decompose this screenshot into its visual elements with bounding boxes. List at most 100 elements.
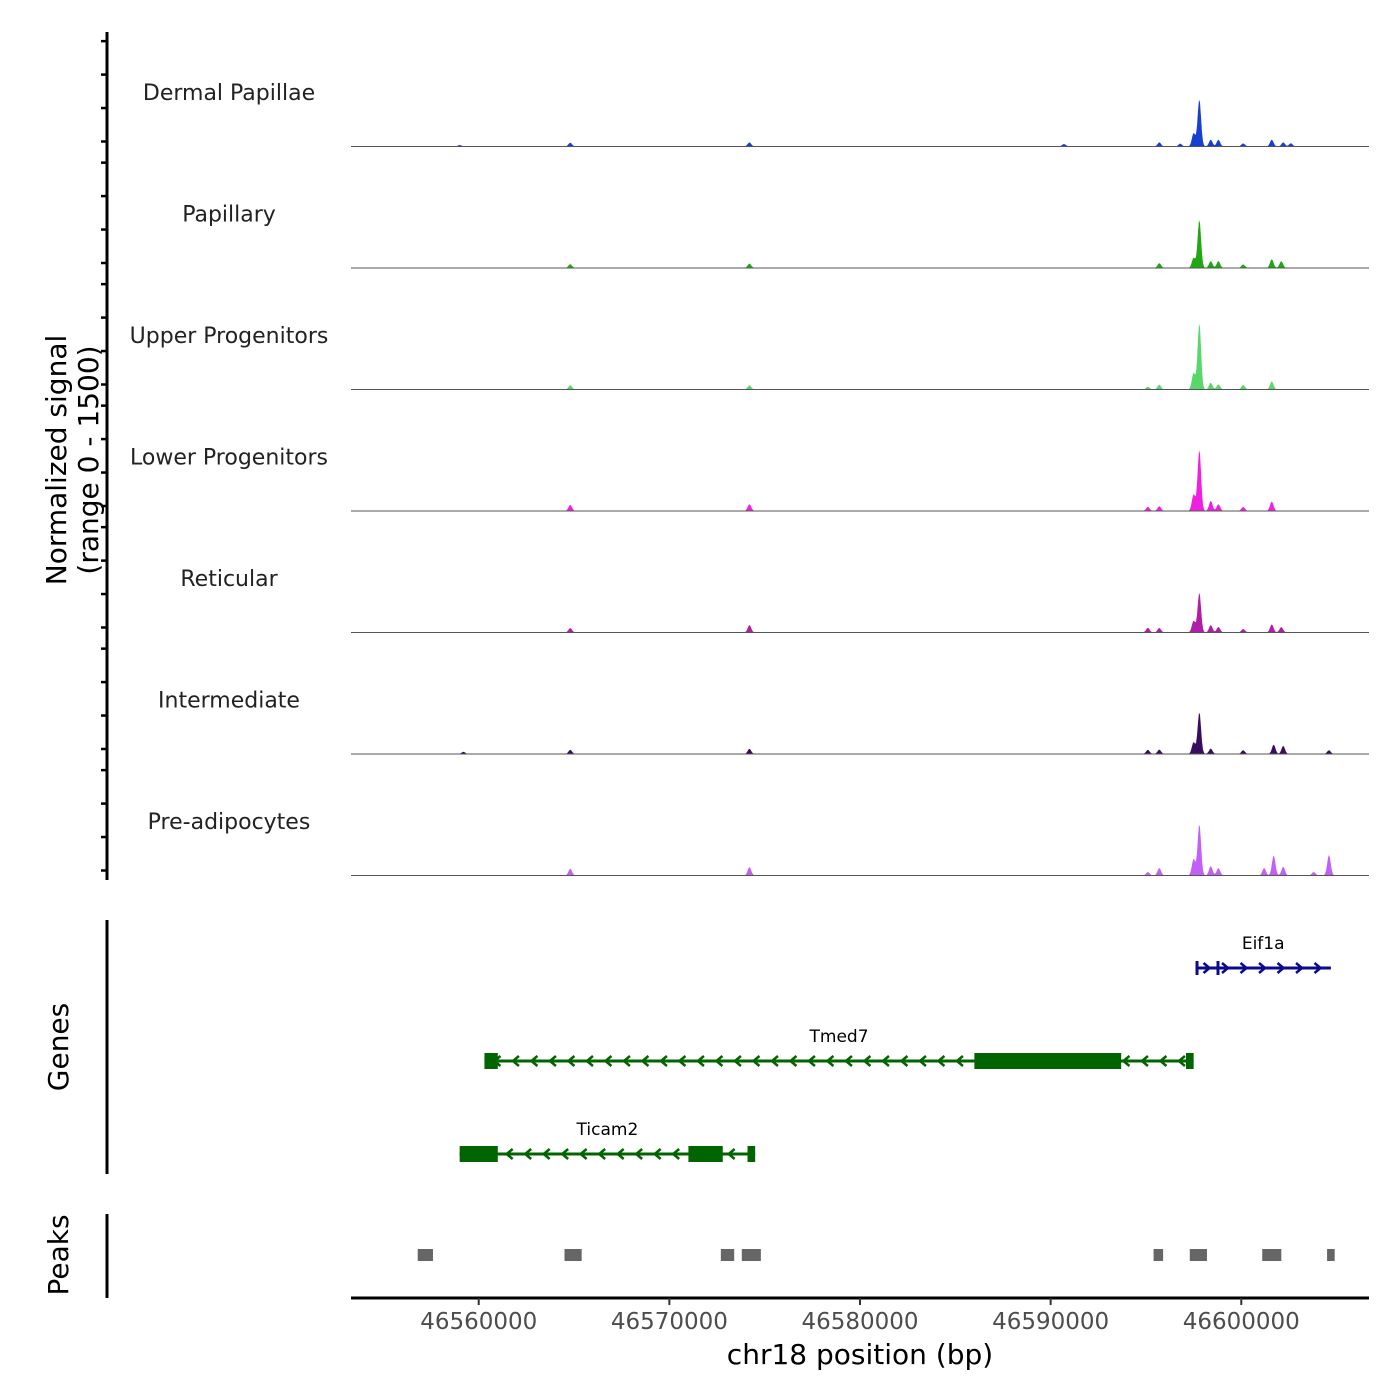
strand-arrow — [615, 1148, 625, 1160]
track-label: Pre-adipocytes — [148, 810, 311, 835]
strand-arrow — [880, 1055, 890, 1067]
peak-region — [1262, 1249, 1282, 1261]
track-label: Upper Progenitors — [130, 324, 329, 349]
strand-arrow — [677, 1055, 687, 1067]
signal-axis-range: (range 0 - 1500) — [72, 345, 105, 574]
track-label: Intermediate — [158, 689, 300, 714]
strand-arrow — [788, 1055, 798, 1067]
strand-arrow — [603, 1055, 613, 1067]
track-reticular: Reticular — [180, 567, 1369, 633]
strand-arrow — [1313, 962, 1323, 974]
strand-arrow — [578, 1148, 588, 1160]
strand-arrow — [597, 1148, 606, 1160]
strand-arrow — [843, 1055, 853, 1067]
strand-arrow — [769, 1055, 779, 1067]
strand-arrow — [917, 1055, 927, 1067]
gene-eif1a: Eif1a — [1195, 934, 1331, 975]
strand-arrow — [560, 1148, 569, 1160]
gene-exon — [1195, 961, 1199, 975]
signal-area — [351, 712, 1369, 754]
strand-arrow — [652, 1148, 662, 1160]
gene-annotations: Eif1a Tmed7 Ticam2 — [459, 934, 1331, 1162]
strand-arrow — [806, 1055, 816, 1067]
coverage-tracks: Dermal Papillae Papillary Upper Progenitor… — [130, 81, 1369, 876]
peak-region — [1189, 1249, 1207, 1261]
signal-area — [351, 323, 1369, 390]
signal-area — [351, 220, 1369, 268]
strand-arrow — [584, 1055, 594, 1067]
track-upper-progenitors: Upper Progenitors — [130, 323, 1369, 390]
track-pre-adipocytes: Pre-adipocytes — [148, 810, 1369, 876]
strand-arrow — [671, 1148, 680, 1160]
gene-exon — [974, 1053, 1122, 1069]
strand-arrow — [1202, 962, 1212, 974]
gene-label: Tmed7 — [809, 1027, 869, 1047]
strand-arrow — [1139, 1055, 1149, 1067]
strand-arrow — [726, 1148, 736, 1160]
strand-arrow — [1258, 962, 1267, 974]
gene-ticam2: Ticam2 — [459, 1120, 756, 1162]
strand-arrow — [954, 1055, 964, 1067]
strand-arrow — [547, 1055, 557, 1067]
strand-arrow — [714, 1055, 724, 1067]
strand-arrow — [1221, 962, 1230, 974]
signal-axis-title: Normalized signal — [40, 335, 73, 586]
gene-tmed7: Tmed7 — [484, 1027, 1194, 1069]
strand-arrow — [695, 1055, 705, 1067]
peak-regions — [417, 1249, 1335, 1261]
gene-exon — [747, 1146, 756, 1162]
track-label: Reticular — [180, 567, 278, 592]
x-tick-label: 46570000 — [611, 1309, 728, 1335]
strand-arrow — [751, 1055, 761, 1067]
strand-arrow — [634, 1148, 643, 1160]
peak-region — [1327, 1249, 1335, 1261]
strand-arrow — [621, 1055, 631, 1067]
track-label: Dermal Papillae — [143, 81, 315, 106]
track-lower-progenitors: Lower Progenitors — [130, 446, 1369, 512]
track-label: Papillary — [182, 203, 276, 228]
x-tick-label: 46560000 — [420, 1309, 537, 1335]
strand-arrow — [1239, 962, 1249, 974]
strand-arrow — [862, 1055, 872, 1067]
peak-region — [720, 1249, 735, 1261]
strand-arrow — [504, 1148, 514, 1160]
strand-arrow — [510, 1055, 520, 1067]
gene-label: Ticam2 — [576, 1120, 639, 1140]
gene-exon — [459, 1146, 498, 1162]
strand-arrow — [825, 1055, 835, 1067]
strand-arrow — [732, 1055, 742, 1067]
strand-arrow — [1276, 962, 1286, 974]
signal-area — [351, 450, 1369, 511]
x-tick-label: 46590000 — [992, 1309, 1109, 1335]
gene-exon — [688, 1146, 723, 1162]
strand-arrow — [1176, 1055, 1186, 1067]
signal-area — [351, 593, 1369, 633]
track-papillary: Papillary — [182, 203, 1369, 269]
x-axis-title: chr18 position (bp) — [727, 1338, 993, 1371]
signal-area — [351, 824, 1369, 876]
strand-arrow — [1121, 1055, 1131, 1067]
strand-arrow — [936, 1055, 946, 1067]
strand-arrow — [899, 1055, 909, 1067]
strand-arrow — [523, 1148, 532, 1160]
peak-region — [741, 1249, 761, 1261]
strand-arrow — [658, 1055, 668, 1067]
strand-arrow — [1295, 962, 1304, 974]
gene-exon — [484, 1053, 498, 1069]
signal-axis-ticks — [101, 39, 107, 872]
track-label: Lower Progenitors — [130, 446, 328, 471]
peaks-panel-title: Peaks — [42, 1214, 75, 1295]
x-tick-label: 46600000 — [1183, 1309, 1300, 1335]
x-axis-ticks: 46560000 46570000 46580000 46590000 46600000 — [420, 1298, 1300, 1335]
track-dermal-papillae: Dermal Papillae — [143, 81, 1369, 147]
gene-exon — [1185, 1053, 1194, 1069]
gene-label: Eif1a — [1242, 934, 1285, 954]
track-intermediate: Intermediate — [158, 689, 1369, 755]
strand-arrow — [640, 1055, 650, 1067]
genes-panel-title: Genes — [42, 1003, 75, 1091]
x-tick-label: 46580000 — [801, 1309, 918, 1335]
strand-arrow — [529, 1055, 539, 1067]
peak-region — [417, 1249, 433, 1261]
peak-region — [564, 1249, 582, 1261]
